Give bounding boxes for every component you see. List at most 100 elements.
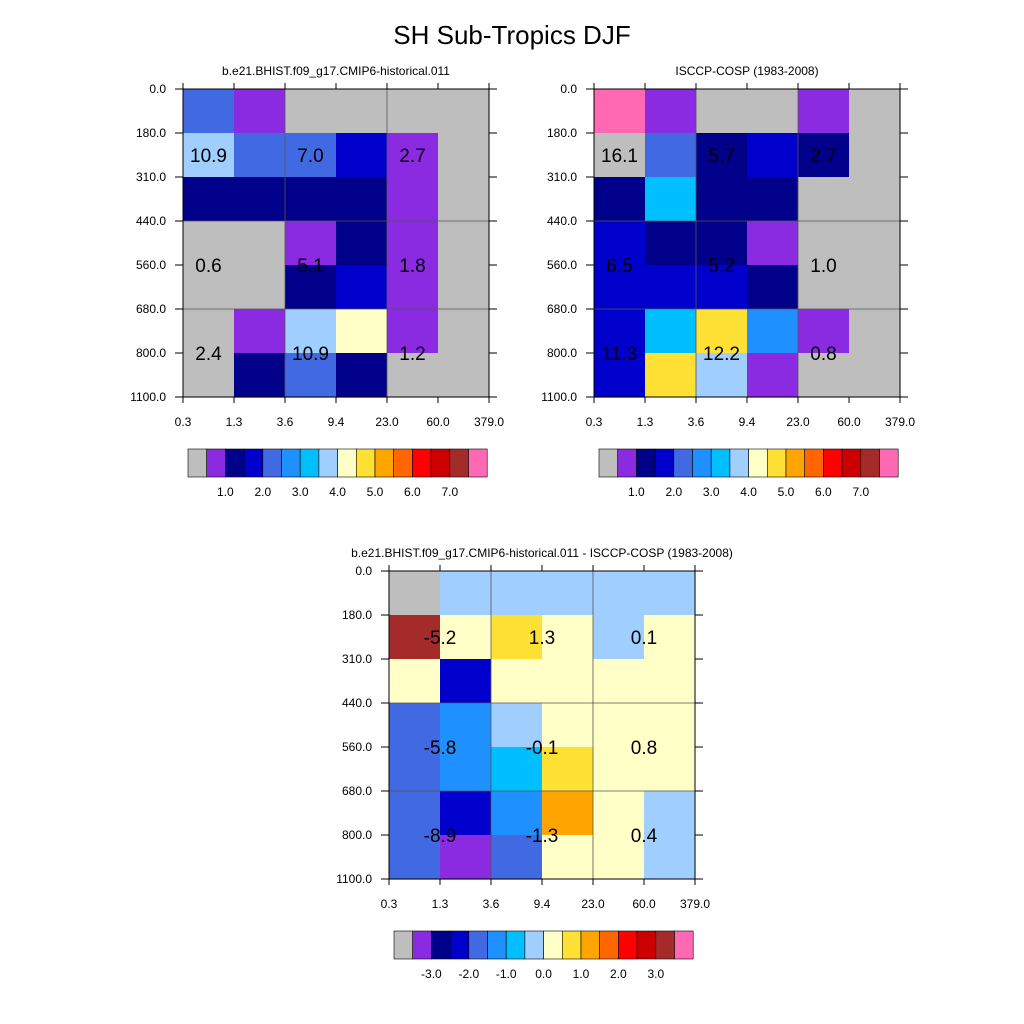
heatmap-cell bbox=[593, 703, 645, 748]
heatmap-cell bbox=[542, 615, 594, 660]
x-tick-label: 3.6 bbox=[483, 897, 500, 911]
colorbar-label: 1.0 bbox=[628, 485, 645, 499]
y-tick-label: 0.0 bbox=[149, 82, 166, 96]
heatmap-cell bbox=[747, 177, 799, 222]
heatmap-cell bbox=[389, 571, 441, 616]
x-tick-label: 23.0 bbox=[581, 897, 605, 911]
colorbar-swatch bbox=[299, 448, 320, 478]
colorbar-label: 4.0 bbox=[329, 485, 346, 499]
x-tick-label: 3.6 bbox=[688, 415, 705, 429]
heatmap-cell bbox=[285, 353, 337, 398]
y-tick-label: 800.0 bbox=[342, 828, 372, 842]
heatmap-cell bbox=[438, 353, 490, 398]
heatmap-cell bbox=[336, 353, 388, 398]
colorbar-swatch bbox=[412, 930, 432, 960]
colorbar-swatch bbox=[262, 448, 282, 478]
colorbar-label: 1.0 bbox=[217, 485, 234, 499]
colorbar-swatch bbox=[318, 448, 338, 478]
heatmap-cell bbox=[389, 703, 441, 748]
heatmap-cell bbox=[644, 659, 696, 704]
heatmap-cell bbox=[387, 177, 439, 222]
colorbar-label: 2.0 bbox=[665, 485, 682, 499]
heatmap-cell bbox=[542, 747, 594, 792]
y-tick-label: 310.0 bbox=[547, 170, 577, 184]
colorbar-swatch bbox=[617, 448, 637, 478]
heatmap-cell bbox=[387, 353, 439, 398]
y-tick-label: 310.0 bbox=[342, 652, 372, 666]
heatmap-cell bbox=[644, 703, 696, 748]
x-tick-label: 60.0 bbox=[426, 415, 450, 429]
cell-value-label: -0.1 bbox=[526, 738, 559, 759]
heatmap-cell bbox=[849, 221, 901, 266]
cell-value-label: 16.1 bbox=[601, 146, 638, 167]
heatmap-cell bbox=[389, 791, 441, 836]
x-tick-label: 23.0 bbox=[375, 415, 399, 429]
x-tick-label: 379.0 bbox=[885, 415, 915, 429]
heatmap-cell bbox=[387, 265, 439, 310]
heatmap-cell bbox=[644, 747, 696, 792]
colorbar-swatch bbox=[636, 930, 657, 960]
heatmap-cell bbox=[491, 703, 543, 748]
colorbar-swatch bbox=[431, 930, 451, 960]
cell-value-label: 2.4 bbox=[195, 344, 222, 365]
cell-value-label: -1.3 bbox=[526, 826, 559, 847]
cell-value-label: 11.3 bbox=[602, 344, 638, 365]
heatmap-cell bbox=[594, 265, 646, 310]
colorbar-label: -1.0 bbox=[496, 967, 517, 981]
colorbar-swatch bbox=[655, 930, 675, 960]
colorbar-swatch bbox=[487, 930, 507, 960]
cell-value-label: 5.1 bbox=[297, 256, 323, 277]
heatmap-cell bbox=[644, 835, 696, 880]
x-tick-label: 9.4 bbox=[739, 415, 756, 429]
colorbar-swatch bbox=[654, 448, 675, 478]
heatmap-cell bbox=[849, 133, 901, 178]
heatmap-cell bbox=[183, 309, 235, 354]
heatmap-cell bbox=[336, 89, 388, 134]
colorbar-swatch bbox=[355, 448, 376, 478]
y-tick-label: 0.0 bbox=[560, 82, 577, 96]
heatmap-cell bbox=[645, 309, 697, 354]
x-tick-label: 3.6 bbox=[277, 415, 294, 429]
colorbar: 1.0 2.0 3.0 4.0 5.0 6.0 7.0 bbox=[187, 448, 488, 499]
colorbar-label: 2.0 bbox=[610, 967, 627, 981]
colorbar-swatch bbox=[599, 930, 619, 960]
heatmap-cell bbox=[234, 309, 286, 354]
heatmap-cell bbox=[234, 177, 286, 222]
heatmap-cell bbox=[491, 747, 543, 792]
heatmap-cell bbox=[594, 133, 646, 178]
colorbar: -3.0 -2.0 -1.0 0.0 1.0 2.0 3.0 bbox=[393, 930, 694, 981]
heatmap-cell bbox=[542, 571, 594, 616]
heatmap-cell bbox=[438, 177, 490, 222]
heatmap-cell bbox=[387, 133, 439, 178]
heatmap-cell bbox=[438, 309, 490, 354]
heatmap-cell bbox=[645, 353, 697, 398]
heatmap-cell bbox=[696, 309, 748, 354]
cell-value-label: 10.9 bbox=[190, 146, 227, 167]
heatmap-cell bbox=[440, 703, 492, 748]
colorbar-swatch bbox=[673, 448, 693, 478]
colorbar-label: 1.0 bbox=[573, 967, 590, 981]
colorbar-swatch bbox=[860, 448, 880, 478]
colorbar-swatch bbox=[187, 448, 208, 478]
y-tick-label: 0.0 bbox=[355, 564, 372, 578]
colorbar-swatch bbox=[449, 930, 470, 960]
heatmap-cell bbox=[644, 571, 696, 616]
colorbar-swatch bbox=[505, 930, 526, 960]
heatmap-cell bbox=[438, 265, 490, 310]
heatmap-cell bbox=[594, 309, 646, 354]
heatmap-cell bbox=[440, 659, 492, 704]
heatmap-cell bbox=[183, 133, 235, 178]
y-tick-label: 180.0 bbox=[342, 608, 372, 622]
heatmap-cell bbox=[594, 89, 646, 134]
x-tick-label: 379.0 bbox=[680, 897, 710, 911]
x-tick-label: 23.0 bbox=[786, 415, 810, 429]
colorbar-label: 5.0 bbox=[367, 485, 384, 499]
heatmap-cell bbox=[644, 615, 696, 660]
heatmap-cell bbox=[747, 133, 799, 178]
cell-value-label: -5.8 bbox=[424, 738, 457, 759]
cell-value-label: 0.1 bbox=[631, 628, 657, 649]
colorbar-swatch bbox=[729, 448, 749, 478]
colorbar-swatch bbox=[337, 448, 357, 478]
y-tick-label: 1100.0 bbox=[541, 390, 577, 404]
heatmap-cell bbox=[440, 571, 492, 616]
